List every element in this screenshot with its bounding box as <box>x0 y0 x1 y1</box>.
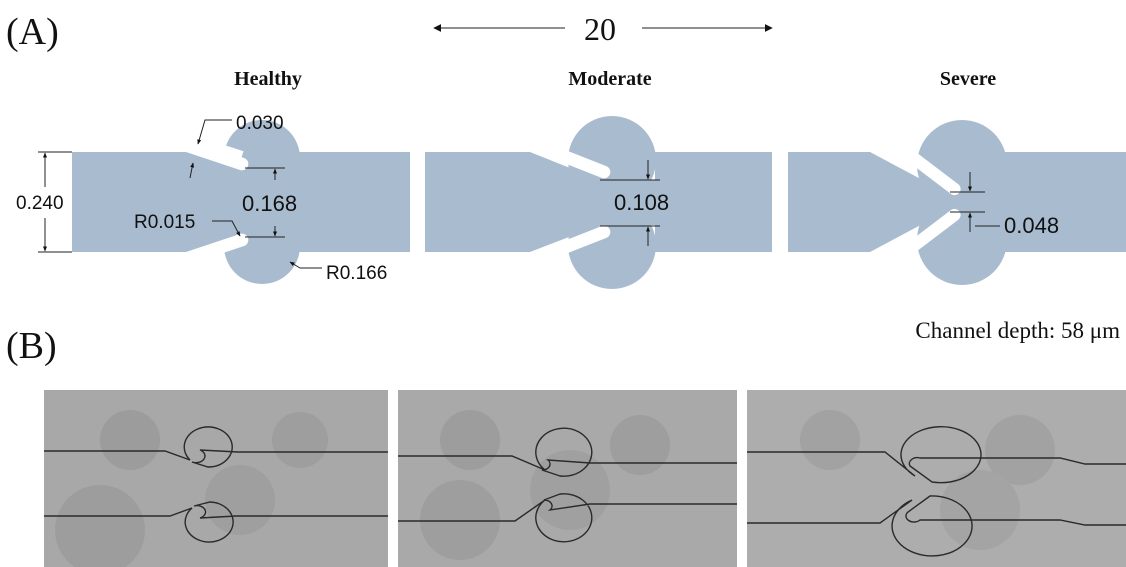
panel-title: Healthy <box>234 68 302 90</box>
panel-title: Moderate <box>568 68 651 90</box>
panel-title: Severe <box>940 68 996 90</box>
figure: (A) 20 Healthy Moderate Severe 0.030 0.2… <box>0 0 1126 567</box>
severe-channel <box>788 120 1126 285</box>
dimension-label: 0.030 <box>236 113 284 134</box>
panel-label: (B) <box>6 325 57 367</box>
moderate-channel <box>425 116 772 289</box>
dimension-label: R0.015 <box>134 212 195 233</box>
dimension-label: R0.166 <box>326 263 387 284</box>
panel-label: (A) <box>6 11 59 53</box>
depth-note: Channel depth: 58 μm <box>915 318 1120 343</box>
photo-severe <box>747 390 1126 567</box>
dimension-label: 0.108 <box>614 190 669 215</box>
photo-healthy <box>44 390 388 567</box>
scale-label: 20 <box>584 11 616 47</box>
healthy-channel <box>72 120 410 284</box>
dimension-label: 0.168 <box>242 191 297 216</box>
dimension-label: 0.240 <box>16 193 64 214</box>
photo-moderate <box>398 390 737 567</box>
dimension-label: 0.048 <box>1004 213 1059 238</box>
